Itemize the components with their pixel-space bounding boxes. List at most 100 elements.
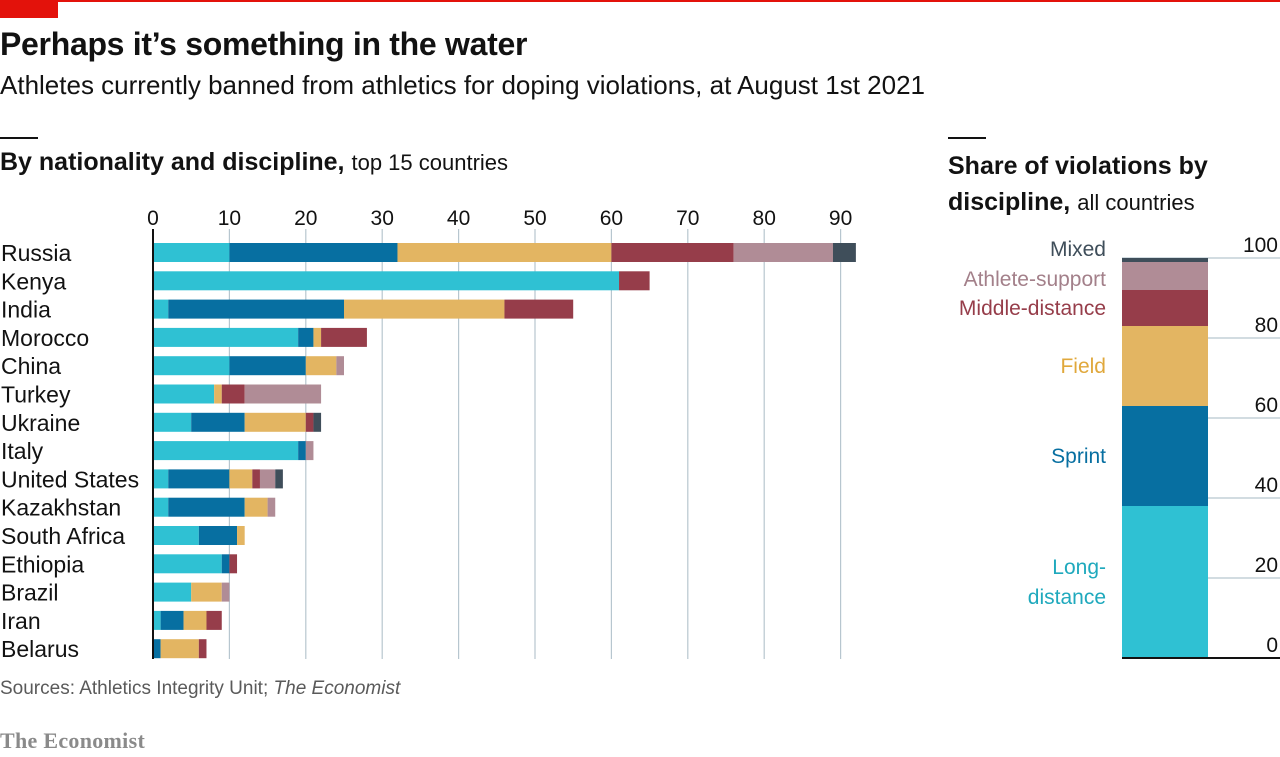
x-tick-label-20: 20 <box>294 207 317 230</box>
bar-brazil-field <box>191 582 222 602</box>
bar-kazakhstan-sprint <box>168 497 245 517</box>
x-tick-label-10: 10 <box>218 207 241 230</box>
red-tab-logo <box>0 0 58 18</box>
bar-russia-long-distance <box>153 243 230 262</box>
share-tick-label-0: 0 <box>1266 634 1278 657</box>
category-label-belarus: Belarus <box>1 636 79 662</box>
bar-morocco-sprint <box>298 327 314 347</box>
bar-brazil-athlete-support <box>221 582 230 602</box>
bar-russia-field <box>397 243 612 262</box>
bar-iran-sprint <box>160 610 184 630</box>
economist-logo-text: The Economist <box>0 728 146 753</box>
source-prefix: Sources: Athletics Integrity Unit; <box>0 678 274 699</box>
share-label-middle-distance: Middle-distance <box>959 297 1106 320</box>
share-tick-label-80: 80 <box>1255 314 1278 337</box>
bar-india-long-distance <box>153 299 169 319</box>
share-segment-athlete-support <box>1122 262 1208 290</box>
category-label-morocco: Morocco <box>1 325 89 351</box>
category-label-brazil: Brazil <box>1 580 59 606</box>
bar-china-long-distance <box>153 356 230 376</box>
bar-italy-sprint <box>298 441 306 461</box>
bar-morocco-middle-distance <box>321 327 367 347</box>
category-label-kenya: Kenya <box>1 268 66 294</box>
left-heading-rule <box>0 137 38 139</box>
share-label-mixed: Mixed <box>1050 238 1106 261</box>
x-tick-label-30: 30 <box>371 207 394 230</box>
bar-south-africa-long-distance <box>153 526 199 545</box>
bar-united-states-mixed <box>275 469 283 489</box>
category-label-china: China <box>1 353 61 379</box>
share-label-long-distance-line-2: distance <box>1028 586 1106 609</box>
category-label-india: India <box>1 297 51 323</box>
bar-south-africa-sprint <box>198 526 238 545</box>
bar-russia-middle-distance <box>611 243 734 262</box>
x-tick-label-60: 60 <box>600 207 623 230</box>
category-label-south-africa: South Africa <box>1 523 125 549</box>
bar-united-states-sprint <box>168 469 230 489</box>
right-heading-rule <box>948 137 986 139</box>
bar-china-athlete-support <box>336 356 344 376</box>
bar-belarus-middle-distance <box>198 639 207 659</box>
x-tick-label-0: 0 <box>147 207 159 230</box>
bar-ukraine-mixed <box>313 412 322 432</box>
bar-united-states-athlete-support <box>259 469 276 489</box>
bar-morocco-field <box>313 327 322 347</box>
category-label-russia: Russia <box>1 240 72 266</box>
left-heading-bold: By nationality and discipline, <box>0 148 345 176</box>
left-panel-heading: By nationality and discipline, top 15 co… <box>0 148 508 177</box>
bar-ethiopia-long-distance <box>153 554 222 574</box>
category-label-kazakhstan: Kazakhstan <box>1 495 121 521</box>
share-label-sprint: Sprint <box>1051 445 1106 468</box>
chart-subtitle: Athletes currently banned from athletics… <box>0 70 925 100</box>
bar-turkey-middle-distance <box>221 384 245 404</box>
bar-ukraine-field <box>244 412 306 432</box>
share-segment-field <box>1122 326 1208 406</box>
top-red-rule <box>0 0 1280 2</box>
share-segment-middle-distance <box>1122 290 1208 326</box>
share-tick-label-20: 20 <box>1255 554 1278 577</box>
bar-south-africa-field <box>237 526 245 545</box>
bar-kenya-middle-distance <box>619 271 650 291</box>
bar-italy-athlete-support <box>305 441 314 461</box>
share-segment-long-distance <box>1122 506 1208 658</box>
bar-united-states-field <box>229 469 253 489</box>
bar-belarus-sprint <box>153 639 161 659</box>
bar-china-sprint <box>229 356 306 376</box>
bar-united-states-long-distance <box>153 469 169 489</box>
bar-iran-middle-distance <box>206 610 222 630</box>
bar-kazakhstan-athlete-support <box>267 497 276 517</box>
x-tick-label-80: 80 <box>753 207 776 230</box>
share-label-athlete-support: Athlete-support <box>964 268 1107 291</box>
bar-kenya-long-distance <box>153 271 620 291</box>
chart-title: Perhaps it’s something in the water <box>0 26 528 62</box>
bar-india-sprint <box>168 299 344 319</box>
right-heading-light: all countries <box>1077 190 1195 215</box>
category-label-united-states: United States <box>1 466 139 492</box>
bar-united-states-middle-distance <box>252 469 260 489</box>
right-panel-heading: Share of violations by discipline, all co… <box>948 148 1248 221</box>
bar-italy-long-distance <box>153 441 299 461</box>
left-heading-light: top 15 countries <box>351 150 509 175</box>
bar-morocco-long-distance <box>153 327 299 347</box>
source-italic: The Economist <box>273 678 401 699</box>
share-tick-label-100: 100 <box>1243 234 1278 257</box>
bar-china-field <box>305 356 337 376</box>
category-label-ethiopia: Ethiopia <box>1 551 84 577</box>
share-segment-mixed <box>1122 258 1208 262</box>
bar-russia-mixed <box>832 243 856 262</box>
share-tick-label-40: 40 <box>1255 474 1278 497</box>
bar-ethiopia-middle-distance <box>229 554 238 574</box>
bar-turkey-field <box>214 384 222 404</box>
bar-belarus-field <box>160 639 199 659</box>
category-label-iran: Iran <box>1 608 41 634</box>
bar-ukraine-middle-distance <box>305 412 314 432</box>
discipline-share-chart: 0 20 40 60 80 100 Long-distance Sprint Field Midd… <box>959 234 1280 659</box>
category-label-ukraine: Ukraine <box>1 410 80 436</box>
share-label-field: Field <box>1060 355 1106 378</box>
bar-india-field <box>344 299 505 319</box>
bar-russia-sprint <box>229 243 398 262</box>
share-label-long-distance-line-1: Long- <box>1052 556 1106 579</box>
category-label-turkey: Turkey <box>1 382 71 408</box>
x-tick-label-90: 90 <box>829 207 852 230</box>
